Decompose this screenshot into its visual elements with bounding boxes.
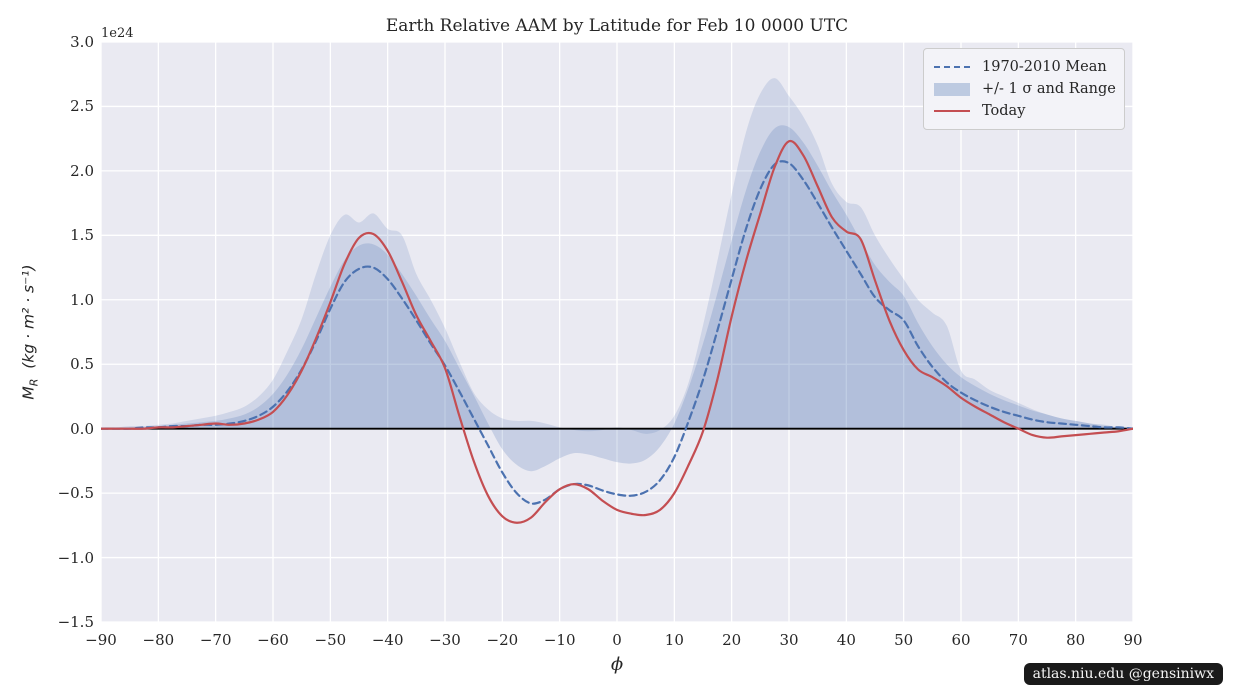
legend-label-today: Today [982,103,1026,119]
y-tick-label: 0.0 [70,419,94,438]
y-axis-offset-label: 1e24 [101,26,134,41]
x-tick-label: 50 [894,631,914,649]
legend: 1970-2010 Mean +/- 1 σ and Range Today [923,48,1125,130]
today-line [101,139,1133,524]
mean-line [101,160,1133,505]
y-tick-label: 2.0 [70,161,94,180]
y-tick-label: −0.5 [57,484,94,503]
x-tick-label: 70 [1008,631,1028,649]
legend-entry-today: Today [934,100,1114,122]
y-tick-label: 3.0 [70,33,94,51]
x-tick-label: −80 [142,631,175,649]
x-tick-label: 60 [951,631,971,649]
y-tick-label: 1.5 [70,226,94,245]
legend-entry-sigma-range: +/- 1 σ and Range [934,78,1116,100]
y-label-variable: M [19,386,38,400]
y-tick-label: 2.5 [70,97,94,116]
x-tick-label: −20 [486,631,519,649]
x-tick-label: 30 [779,631,799,649]
y-tick-label: 1.0 [70,290,94,309]
y-label-subscript: R [27,378,41,387]
x-axis-label: ϕ [610,654,624,675]
sigma-band [101,125,1133,472]
today-line-swatch-icon [934,110,970,112]
x-tick-label: −90 [85,631,117,649]
x-tick-label: 40 [836,631,856,649]
y-tick-label: −1.5 [57,613,94,631]
x-tick-label: −10 [543,631,576,649]
y-tick-label: −1.0 [57,548,94,567]
x-tick-label: 80 [1066,631,1086,649]
legend-label-sigma-range: +/- 1 σ and Range [982,81,1116,97]
x-tick-label: 90 [1123,631,1143,649]
x-tick-label: −50 [314,631,347,649]
legend-label-mean: 1970-2010 Mean [982,59,1107,75]
x-tick-label: −40 [371,631,404,649]
x-tick-label: 0 [612,631,622,649]
band-swatch-icon [934,82,970,96]
watermark: atlas.niu.edu @gensiniwx [1023,663,1223,685]
range-band [101,78,1133,434]
x-tick-label: 20 [722,631,742,649]
y-tick-label: 0.5 [70,355,94,374]
legend-entry-mean: 1970-2010 Mean [934,56,1114,78]
x-tick-label: −70 [199,631,232,649]
x-tick-label: 10 [664,631,684,649]
y-axis-label: MR (kg · m² · s⁻¹) [19,264,40,399]
y-label-units: (kg · m² · s⁻¹) [19,264,38,369]
x-tick-label: −30 [429,631,461,649]
chart-title: Earth Relative AAM by Latitude for Feb 1… [385,16,849,36]
x-tick-label: −60 [257,631,289,649]
mean-line-swatch-icon [934,66,970,68]
